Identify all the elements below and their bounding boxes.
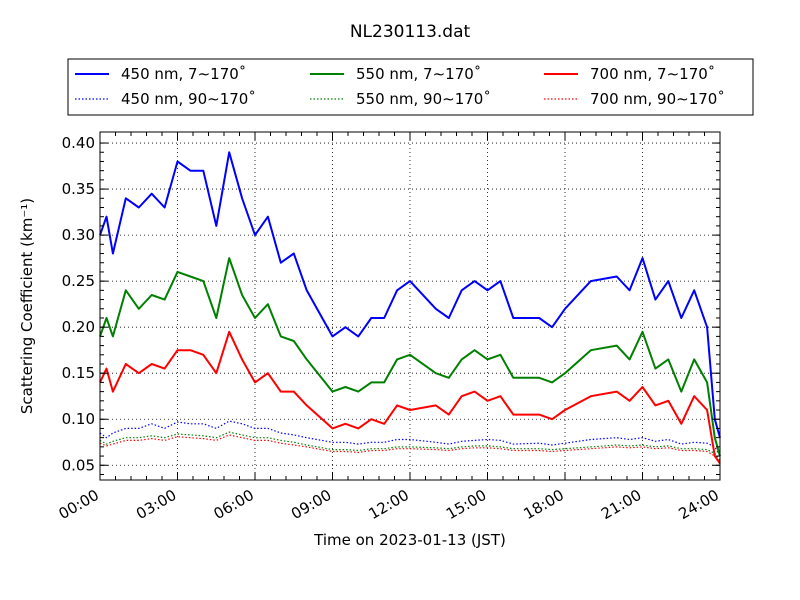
x-tick-label: 06:00 (211, 486, 257, 523)
y-tick-label: 0.35 (62, 180, 95, 198)
legend-label-1: 450 nm, 7∼170˚ (121, 65, 246, 83)
x-tick-label: 12:00 (366, 486, 412, 523)
series-line-3 (99, 330, 721, 464)
series-lines (99, 151, 721, 464)
legend: 450 nm, 7∼170˚ 550 nm, 7∼170˚ 700 nm, 7∼17… (67, 58, 754, 116)
legend-label-3: 700 nm, 7∼170˚ (590, 65, 715, 83)
legend-label-5: 550 nm, 90∼170˚ (356, 90, 491, 108)
y-tick-label: 0.25 (62, 272, 95, 290)
x-tick-label: 18:00 (521, 486, 567, 523)
x-tick-label: 15:00 (443, 486, 489, 523)
y-tick-label: 0.30 (62, 226, 95, 244)
y-tick-label: 0.05 (62, 456, 95, 474)
y-tick-label: 0.20 (62, 318, 95, 336)
grid (100, 132, 720, 480)
legend-label-4: 450 nm, 90∼170˚ (121, 90, 256, 108)
series-line-4 (99, 420, 721, 457)
x-axis-label: Time on 2023-01-13 (JST) (313, 531, 506, 549)
x-tick-label: 03:00 (133, 486, 179, 523)
y-tick-label: 0.15 (62, 364, 95, 382)
legend-label-2: 550 nm, 7∼170˚ (356, 65, 481, 83)
chart-title: NL230113.dat (350, 22, 471, 42)
y-tick-label: 0.10 (62, 410, 95, 428)
x-tick-label: 09:00 (288, 486, 334, 523)
x-tick-label: 24:00 (676, 486, 722, 523)
y-axis-label: Scattering Coefficient (km⁻¹) (18, 198, 36, 414)
series-line-1 (99, 151, 721, 438)
series-line-2 (99, 257, 721, 457)
y-tick-label: 0.40 (62, 134, 95, 152)
series-line-5 (99, 431, 721, 462)
x-tick-label: 00:00 (56, 486, 102, 523)
legend-label-6: 700 nm, 90∼170˚ (590, 90, 725, 108)
x-tick-label: 21:00 (598, 486, 644, 523)
